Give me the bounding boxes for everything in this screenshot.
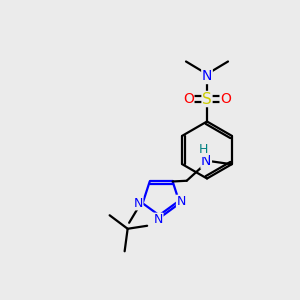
Text: S: S — [202, 92, 212, 106]
Text: O: O — [220, 92, 231, 106]
Text: N: N — [154, 213, 163, 226]
Text: N: N — [134, 197, 143, 210]
Text: H: H — [199, 143, 208, 156]
Text: N: N — [201, 154, 211, 168]
Text: N: N — [202, 70, 212, 83]
Text: O: O — [183, 92, 194, 106]
Text: N: N — [176, 195, 186, 208]
